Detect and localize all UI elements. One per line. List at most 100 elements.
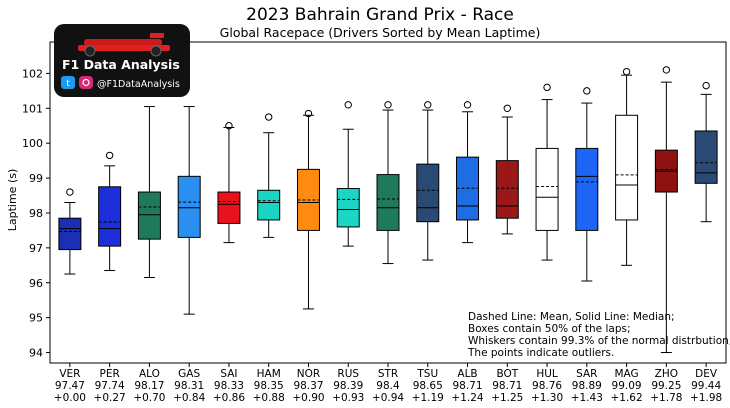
y-tick-label: 95 (29, 312, 43, 325)
x-label-mean: 98.33 (214, 380, 244, 392)
legend-note-line: Whiskers contain 99.3% of the normal dis… (468, 335, 730, 347)
box-sai (217, 122, 241, 244)
chart-title: 2023 Bahrain Grand Prix - Race (246, 5, 514, 25)
x-label-driver: STR (378, 368, 398, 380)
legend-note: Dashed Line: Mean, Solid Line: Median; B… (467, 311, 730, 359)
twitter-icon (61, 76, 75, 89)
outlier-point (344, 101, 352, 109)
x-label-driver: RUS (337, 368, 359, 380)
box-tsu (416, 101, 440, 261)
box-body (137, 191, 161, 240)
box-zho (654, 66, 678, 354)
box-body (177, 175, 201, 238)
outlier-point (265, 113, 273, 121)
y-tick-label: 96 (29, 277, 43, 290)
outlier-point (583, 87, 591, 95)
x-label-driver: SAI (220, 368, 237, 380)
outlier-point (503, 104, 511, 112)
y-tick-label: 100 (22, 137, 43, 150)
f1-car-icon (78, 33, 170, 57)
legend-note-line: Dashed Line: Mean, Solid Line: Median; (468, 311, 675, 323)
outlier-point (424, 101, 432, 109)
y-tick-label: 97 (29, 242, 43, 255)
box-body (336, 188, 360, 228)
x-label-mean: 98.71 (452, 380, 482, 392)
x-label-gap: +1.62 (610, 392, 642, 404)
outlier-point (384, 101, 392, 109)
x-label-driver: ALO (139, 368, 160, 380)
outlier-point (463, 101, 472, 109)
box-alo (137, 106, 161, 279)
x-label-driver: GAS (178, 368, 200, 380)
x-label-mean: 99.25 (651, 380, 681, 392)
x-label-driver: ALB (457, 368, 477, 380)
x-label-driver: TSU (416, 368, 438, 380)
x-label-gap: +0.84 (173, 392, 205, 404)
box-body (257, 189, 281, 221)
box-bot (495, 104, 519, 235)
x-label-gap: +0.27 (94, 392, 126, 404)
box-body (58, 217, 82, 251)
x-label-mean: 98.39 (333, 380, 363, 392)
outlier-point (225, 122, 233, 130)
box-body (535, 147, 559, 231)
x-label-driver: HUL (536, 368, 558, 380)
x-label-gap: +1.43 (571, 392, 603, 404)
x-label-mean: 98.71 (492, 380, 522, 392)
box-nor (296, 109, 320, 310)
y-tick-label: 94 (29, 347, 43, 360)
x-label-mean: 97.74 (95, 380, 125, 392)
x-label-mean: 97.47 (55, 380, 85, 392)
box-per (98, 151, 122, 272)
x-label-gap: +0.94 (372, 392, 404, 404)
box-ham (257, 113, 281, 238)
x-label-mean: 98.31 (174, 380, 204, 392)
y-tick-label: 102 (22, 67, 43, 80)
box-body (98, 186, 122, 247)
x-label-gap: +1.24 (451, 392, 483, 404)
brand-logo: F1 Data Analysis t @F1DataAnalysis (54, 24, 190, 97)
x-label-mean: 98.4 (376, 380, 400, 392)
box-ver (58, 188, 82, 275)
box-body (416, 163, 440, 223)
box-gas (177, 106, 201, 315)
x-label-driver: ZHO (655, 368, 678, 380)
x-label-driver: PER (100, 368, 120, 380)
outlier-point (543, 83, 551, 92)
box-body (495, 160, 519, 219)
x-label-gap: +0.70 (133, 392, 165, 404)
y-tick-label: 99 (29, 172, 43, 185)
legend-note-line: Boxes contain 50% of the laps; (468, 323, 631, 335)
instagram-icon (79, 76, 93, 89)
box-rus (336, 101, 360, 247)
y-tick-label: 101 (22, 102, 43, 115)
outlier-point (622, 67, 631, 76)
chart-subtitle: Global Racepace (Drivers Sorted by Mean … (220, 25, 541, 40)
box-hul (535, 83, 559, 261)
x-label-driver: VER (59, 368, 80, 380)
box-mag (615, 67, 639, 266)
x-label-driver: NOR (297, 368, 320, 380)
x-label-gap: +0.90 (292, 392, 324, 404)
x-label-mean: 98.17 (134, 380, 164, 392)
outlier-point (304, 109, 313, 118)
box-body (694, 130, 718, 184)
outlier-point (702, 81, 710, 90)
box-body (217, 191, 241, 224)
box-series (58, 66, 718, 354)
box-sar (575, 87, 599, 282)
x-label-mean: 98.35 (254, 380, 284, 392)
x-label-driver: MAG (614, 368, 638, 380)
box-dev (694, 81, 718, 223)
x-label-driver: DEV (695, 368, 718, 380)
x-label-gap: +1.25 (491, 392, 523, 404)
x-label-driver: SAR (576, 368, 597, 380)
legend-note-line: The points indicate outliers. (467, 347, 614, 359)
y-axis: 94 95 96 97 98 99 100 101 102 (22, 67, 50, 360)
x-label-mean: 99.09 (612, 380, 642, 392)
box-str (376, 101, 400, 265)
x-label-mean: 98.76 (532, 380, 562, 392)
x-label-gap: +0.00 (54, 392, 86, 404)
